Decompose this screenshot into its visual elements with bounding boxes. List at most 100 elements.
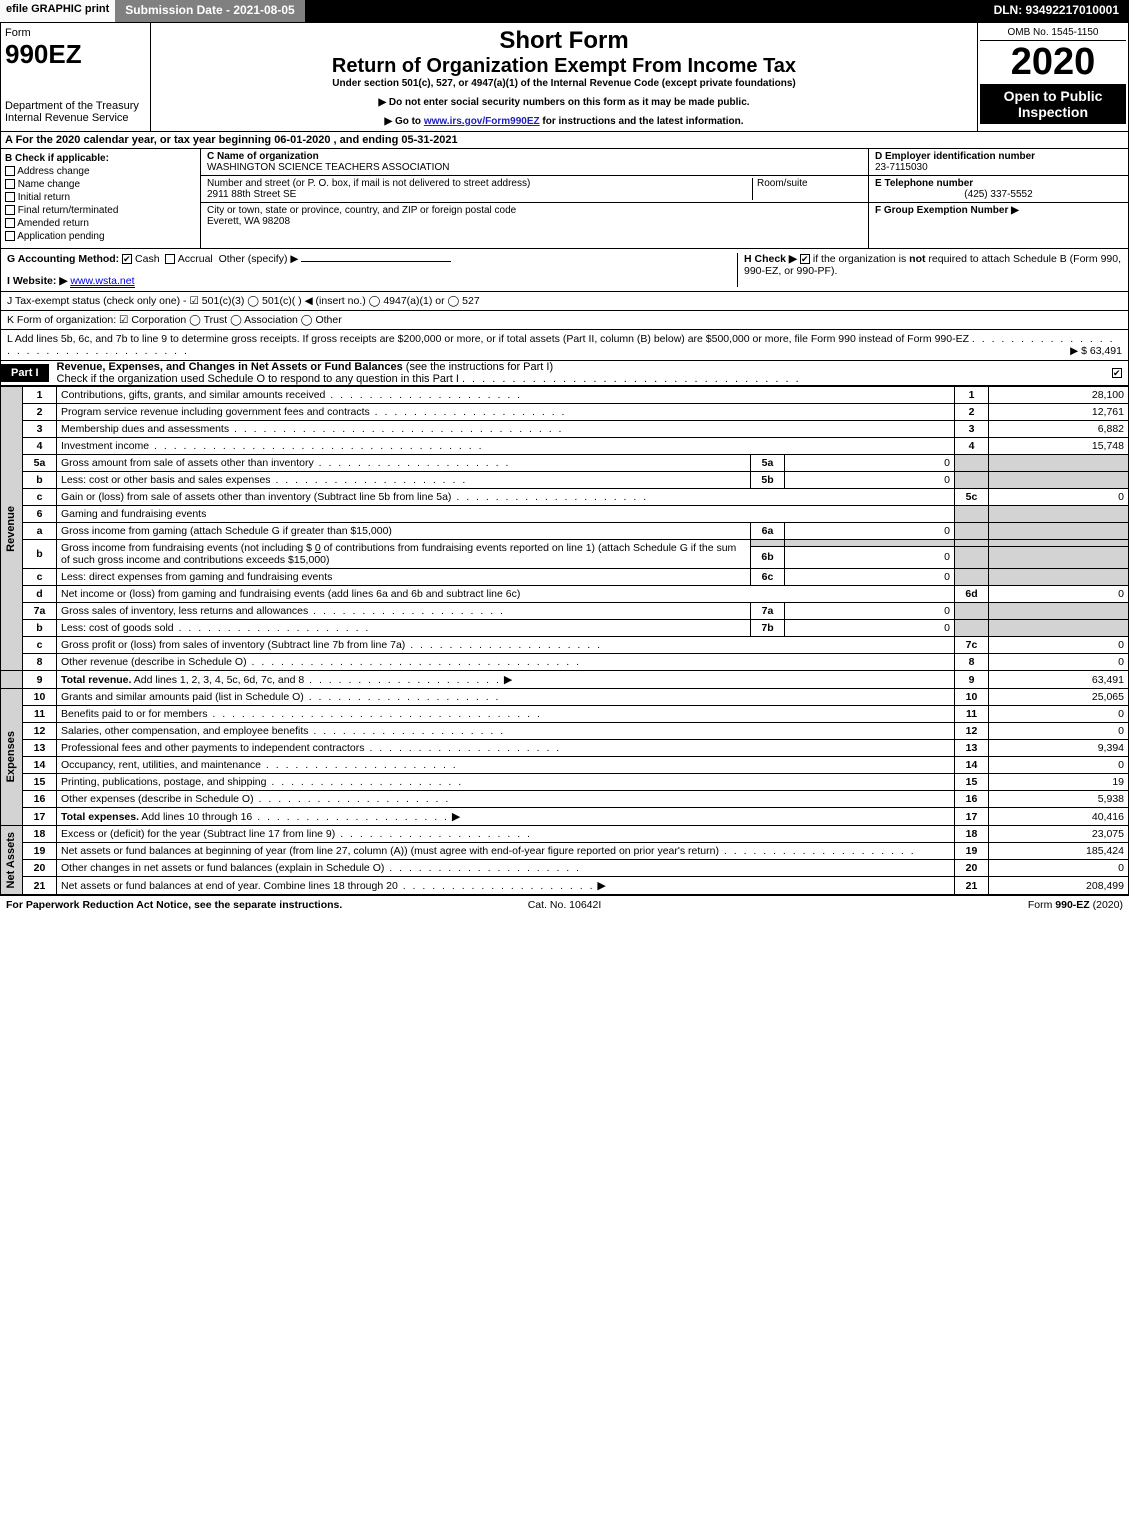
chk-accrual[interactable]: [165, 254, 175, 264]
table-row: b Less: cost or other basis and sales ex…: [1, 472, 1129, 489]
page-footer: For Paperwork Reduction Act Notice, see …: [0, 895, 1129, 914]
table-row: c Gross profit or (loss) from sales of i…: [1, 637, 1129, 654]
row-l-gross-receipts: L Add lines 5b, 6c, and 7b to line 9 to …: [0, 330, 1129, 361]
form-id-block: Form 990EZ Department of the Treasury In…: [1, 23, 151, 131]
chk-final-return[interactable]: Final return/terminated: [5, 205, 196, 216]
form-right-block: OMB No. 1545-1150 2020 Open to Public In…: [978, 23, 1128, 131]
h-block: H Check ▶ if the organization is not req…: [737, 253, 1122, 287]
table-row: Net Assets 18 Excess or (deficit) for th…: [1, 826, 1129, 843]
part-i-header: Part I Revenue, Expenses, and Changes in…: [0, 361, 1129, 386]
part-i-check-line: Check if the organization used Schedule …: [57, 373, 459, 385]
chk-initial-return[interactable]: Initial return: [5, 192, 196, 203]
city-state-zip: Everett, WA 98208: [207, 216, 862, 227]
chk-schedule-b-not-required[interactable]: [800, 254, 810, 264]
row-a-tax-year: A For the 2020 calendar year, or tax yea…: [0, 132, 1129, 149]
street-address: 2911 88th Street SE: [207, 189, 752, 200]
table-row: 7a Gross sales of inventory, less return…: [1, 603, 1129, 620]
table-row: 5a Gross amount from sale of assets othe…: [1, 455, 1129, 472]
table-row: c Gain or (loss) from sale of assets oth…: [1, 489, 1129, 506]
l9-bold: Total revenue.: [61, 674, 131, 686]
form-header: Form 990EZ Department of the Treasury In…: [0, 22, 1129, 132]
table-row: 21 Net assets or fund balances at end of…: [1, 877, 1129, 895]
submission-date: Submission Date - 2021-08-05: [115, 0, 304, 22]
dept-treasury: Department of the Treasury: [5, 100, 146, 112]
table-row: 2 Program service revenue including gove…: [1, 404, 1129, 421]
other-specify-input[interactable]: [301, 261, 451, 262]
h-label: H Check ▶: [744, 253, 797, 265]
netassets-label: Net Assets: [5, 832, 17, 888]
part-i-paren: (see the instructions for Part I): [406, 361, 553, 373]
table-row: 11 Benefits paid to or for members 11 0: [1, 706, 1129, 723]
form-footer-id: Form 990-EZ (2020): [751, 899, 1123, 911]
table-row: 20 Other changes in net assets or fund b…: [1, 860, 1129, 877]
table-row: 9 Total revenue. Total revenue. Add line…: [1, 671, 1129, 689]
row-l-value: ▶ $ 63,491: [1070, 345, 1122, 357]
check-if-applicable: B Check if applicable: Address change Na…: [1, 149, 201, 248]
table-row: c Less: direct expenses from gaming and …: [1, 569, 1129, 586]
revenue-label: Revenue: [5, 506, 17, 552]
chk-name-change[interactable]: Name change: [5, 179, 196, 190]
dept-irs: Internal Revenue Service: [5, 112, 146, 124]
chk-schedule-o-used[interactable]: [1112, 368, 1122, 378]
entity-block: B Check if applicable: Address change Na…: [0, 149, 1129, 249]
i-website-label: I Website: ▶: [7, 275, 67, 287]
f-group-exemption: F Group Exemption Number ▶: [875, 205, 1122, 216]
row-g-h: G Accounting Method: Cash Accrual Other …: [0, 249, 1129, 292]
city-label: City or town, state or province, country…: [207, 205, 862, 216]
form-word: Form: [5, 27, 146, 39]
part-i-table: Revenue 1 Contributions, gifts, grants, …: [0, 386, 1129, 895]
table-row: Expenses 10 Grants and similar amounts p…: [1, 689, 1129, 706]
h-not: not: [909, 253, 925, 265]
website-link[interactable]: www.wsta.net: [70, 275, 134, 288]
chk-address-change[interactable]: Address change: [5, 166, 196, 177]
row-j-tax-exempt: J Tax-exempt status (check only one) - ☑…: [0, 292, 1129, 311]
6b-contrib-amount: 0: [315, 542, 321, 554]
table-row: 16 Other expenses (describe in Schedule …: [1, 791, 1129, 808]
goto-post: for instructions and the latest informat…: [540, 116, 744, 127]
room-suite-label: Room/suite: [752, 178, 862, 200]
table-row: d Net income or (loss) from gaming and f…: [1, 586, 1129, 603]
public-inspection-box: Open to Public Inspection: [980, 84, 1126, 124]
chk-amended-return[interactable]: Amended return: [5, 218, 196, 229]
chk-application-pending[interactable]: Application pending: [5, 231, 196, 242]
row-l-text: L Add lines 5b, 6c, and 7b to line 9 to …: [7, 333, 969, 345]
irs-link[interactable]: www.irs.gov/Form990EZ: [424, 116, 540, 127]
topbar-spacer: [305, 0, 984, 22]
table-row: 17 Total expenses. Add lines 10 through …: [1, 808, 1129, 826]
e-phone-label: E Telephone number: [875, 178, 1122, 189]
ein-value: 23-7115030: [875, 162, 1122, 173]
return-title: Return of Organization Exempt From Incom…: [161, 55, 967, 78]
c-label: C Name of organization: [207, 151, 862, 162]
g-label: G Accounting Method:: [7, 253, 119, 265]
short-form-title: Short Form: [161, 27, 967, 55]
efile-print-label[interactable]: efile GRAPHIC print: [0, 0, 115, 22]
ssn-warning: ▶ Do not enter social security numbers o…: [161, 97, 967, 108]
form-number: 990EZ: [5, 39, 146, 70]
paperwork-notice: For Paperwork Reduction Act Notice, see …: [6, 899, 378, 911]
table-row: 13 Professional fees and other payments …: [1, 740, 1129, 757]
chk-cash[interactable]: [122, 254, 132, 264]
org-info: C Name of organization WASHINGTON SCIENC…: [201, 149, 868, 248]
table-row: 4 Investment income 4 15,748: [1, 438, 1129, 455]
dln-label: DLN: 93492217010001: [984, 0, 1129, 22]
table-row: b Less: cost of goods sold 7b 0: [1, 620, 1129, 637]
table-row: 15 Printing, publications, postage, and …: [1, 774, 1129, 791]
table-row: a Gross income from gaming (attach Sched…: [1, 523, 1129, 540]
part-i-title: Revenue, Expenses, and Changes in Net As…: [57, 361, 403, 373]
table-row: b Gross income from fundraising events (…: [1, 540, 1129, 547]
cat-number: Cat. No. 10642I: [378, 899, 750, 911]
h-text1: if the organization is: [813, 253, 906, 265]
table-row: 19 Net assets or fund balances at beginn…: [1, 843, 1129, 860]
table-row: 3 Membership dues and assessments 3 6,88…: [1, 421, 1129, 438]
org-name: WASHINGTON SCIENCE TEACHERS ASSOCIATION: [207, 162, 862, 173]
form-title-block: Short Form Return of Organization Exempt…: [151, 23, 978, 131]
table-row: 12 Salaries, other compensation, and emp…: [1, 723, 1129, 740]
goto-pre: ▶ Go to: [384, 116, 423, 127]
tax-year: 2020: [980, 41, 1126, 84]
phone-value: (425) 337-5552: [875, 189, 1122, 200]
d-ein-label: D Employer identification number: [875, 151, 1122, 162]
table-row: 8 Other revenue (describe in Schedule O)…: [1, 654, 1129, 671]
right-info: D Employer identification number 23-7115…: [868, 149, 1128, 248]
row-k-form-org: K Form of organization: ☑ Corporation ◯ …: [0, 311, 1129, 330]
expenses-label: Expenses: [5, 731, 17, 782]
